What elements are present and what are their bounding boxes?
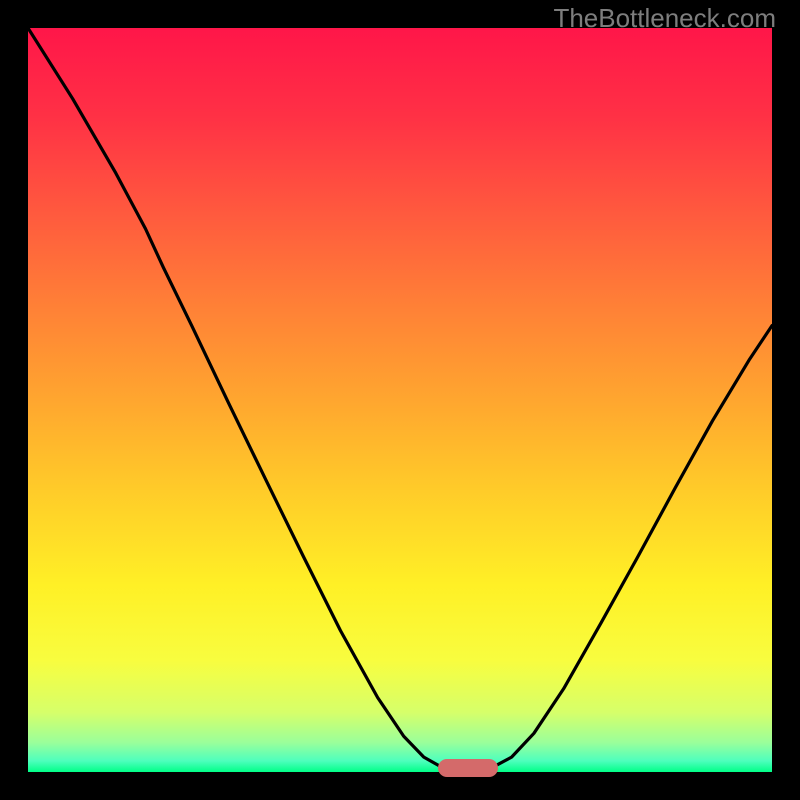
bottleneck-curve (28, 28, 772, 772)
chart-frame: TheBottleneck.com (0, 0, 800, 800)
optimal-marker (438, 759, 498, 777)
plot-area (28, 28, 772, 772)
curve-path (28, 28, 772, 771)
watermark-text: TheBottleneck.com (553, 3, 776, 34)
